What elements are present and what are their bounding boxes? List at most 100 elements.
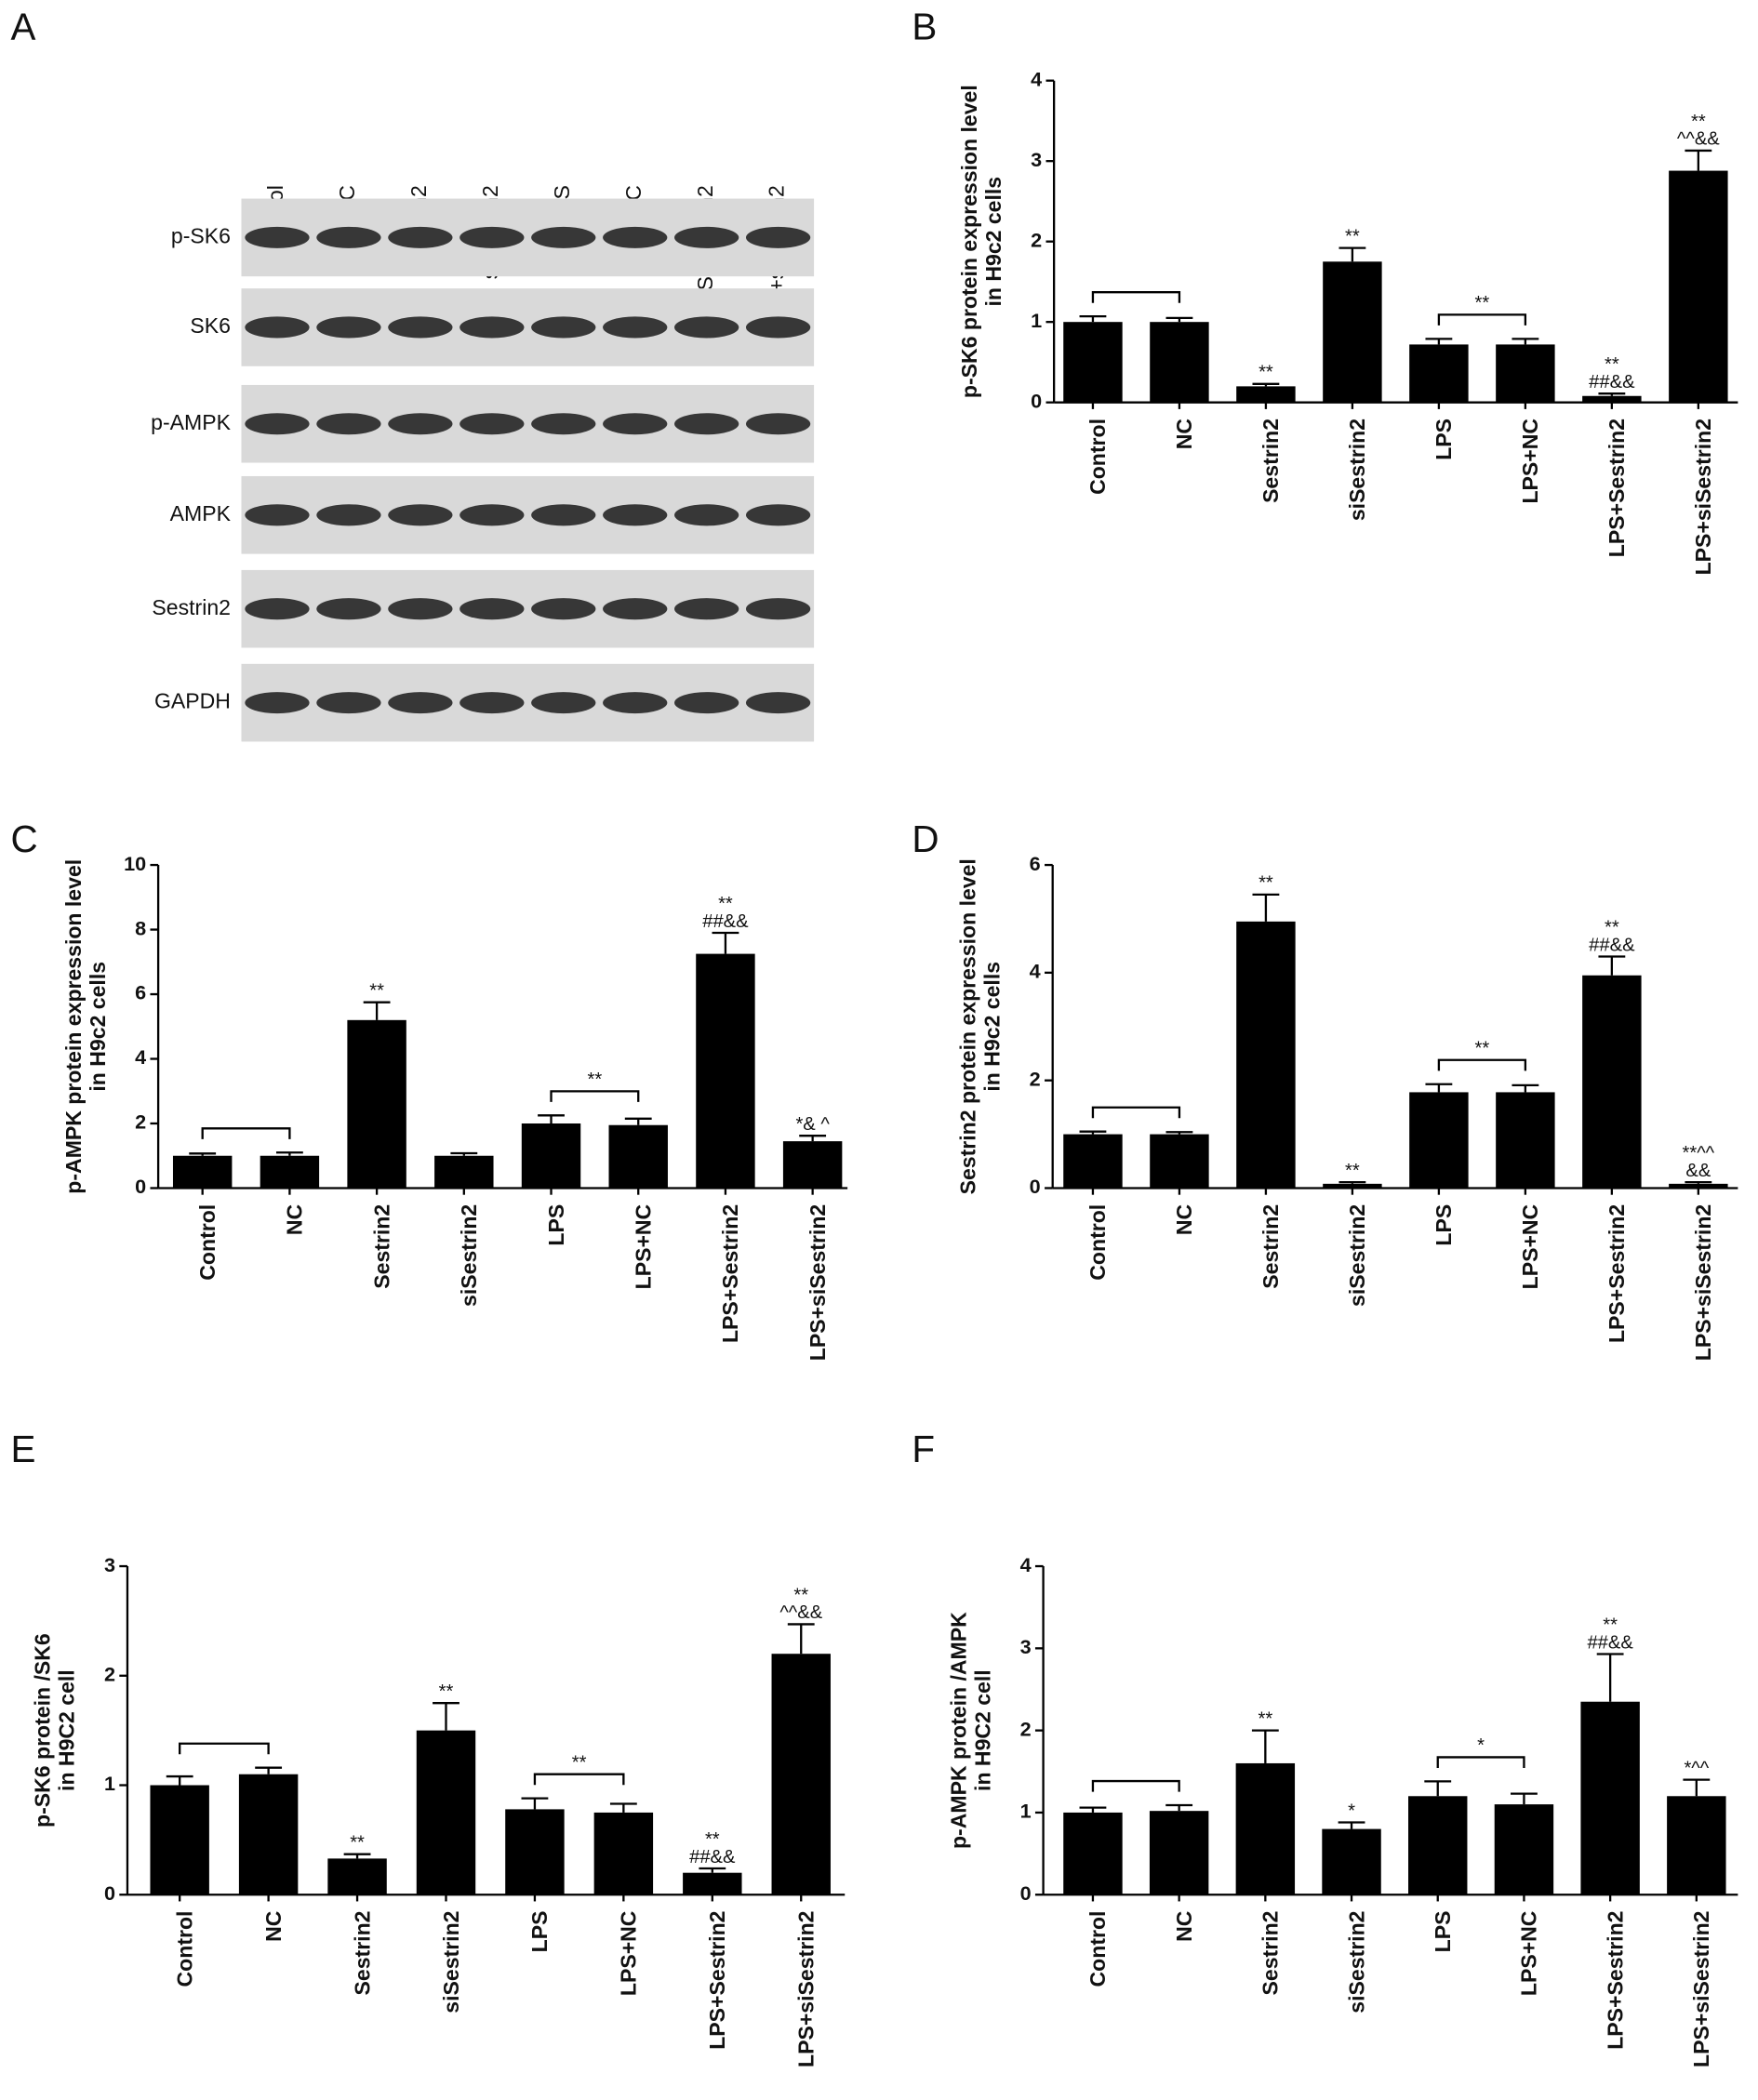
y-tick-label: 6 [1030,852,1041,875]
significance-label: ** [1605,918,1619,938]
bar [505,1809,565,1895]
x-tick-label: LPS+Sestrin2 [705,1911,729,2050]
comparison-bracket [1091,291,1181,303]
bar [593,1812,654,1895]
blot-band [674,598,739,620]
blot-band [674,316,739,339]
x-tick-label: LPS+Sestrin2 [1605,419,1629,557]
y-axis-label: p-AMPK protein expression level [61,859,86,1194]
row-label: p-SK6 [171,223,231,247]
significance-label: ##&& [1589,935,1635,955]
blot-band [316,413,381,435]
y-axis-label: in H9c2 cells [979,962,1004,1092]
bar [1582,975,1642,1189]
y-tick-label: 8 [135,916,146,939]
panel-label: E [11,1428,36,1470]
y-tick-label: 3 [104,1553,115,1576]
y-tick-label: 0 [1020,1881,1032,1905]
x-tick-label: siSestrin2 [1345,419,1369,521]
x-tick-label: NC [283,1203,307,1235]
x-tick-label: LPS [1432,1204,1456,1246]
y-axis-label: Sestrin2 protein expression level [955,858,979,1194]
bar [238,1774,299,1895]
y-tick-label: 0 [135,1175,146,1198]
comparison-bracket [1437,313,1527,326]
significance-label: ^^&& [1677,129,1720,150]
x-tick-label: NC [261,1910,286,1942]
x-tick-label: LPS [1432,419,1456,460]
x-tick-label: LPS+siSestrin2 [794,1911,819,2067]
bar [608,1124,668,1189]
blot-band [245,598,310,620]
x-tick-label: Sestrin2 [1259,1911,1283,1996]
y-axis-label: p-SK6 protein expression level [957,85,981,398]
blot-band [603,413,668,435]
blot-band [459,226,525,248]
bar [1496,1092,1555,1189]
bar [1063,1134,1123,1189]
blot-band [459,692,525,714]
x-tick-label: LPS+NC [617,1910,641,1996]
blot-band [316,692,381,714]
y-tick-label: 6 [135,981,146,1004]
x-tick-label: LPS [1431,1911,1455,1953]
bar [347,1019,406,1189]
x-tick-label: NC [1172,1910,1196,1942]
blot-band [674,692,739,714]
blot-band [388,413,453,435]
bar [1323,1183,1382,1189]
y-axis-label: in H9C2 cell [55,1669,79,1791]
bar [1669,1183,1728,1189]
bar [696,953,755,1189]
significance-label: ##&& [702,911,749,932]
significance-label: * [1348,1801,1355,1821]
significance-label: ** [369,981,384,1002]
significance-label: *& ^ [795,1114,830,1135]
row-label: AMPK [170,501,232,525]
significance-label: ** [350,1832,365,1853]
y-tick-label: 1 [1031,309,1042,332]
bar [1322,1828,1381,1895]
row-label: GAPDH [154,689,231,713]
x-tick-label: Control [1085,419,1110,495]
x-tick-label: NC [1172,1203,1196,1235]
x-tick-label: siSestrin2 [1345,1204,1369,1307]
blot-band [459,316,525,339]
bar [1150,322,1209,403]
bar [1235,1762,1296,1895]
y-tick-label: 3 [1031,148,1042,171]
bar [521,1123,581,1189]
blot-band [745,504,811,526]
y-tick-label: 2 [104,1662,115,1685]
x-tick-label: LPS+Sestrin2 [1603,1911,1627,2050]
blot-band [531,316,596,339]
blot-band [388,226,453,248]
comparison-bracket [1437,1058,1527,1071]
x-tick-label: siSestrin2 [457,1204,481,1307]
blot-band [316,316,381,339]
comparison-bracket [533,1773,625,1786]
bracket-label: ** [1475,293,1490,313]
x-tick-label: LPS+siSestrin2 [1691,1204,1715,1361]
significance-label: ** [439,1681,454,1702]
bar [1063,322,1123,403]
y-tick-label: 1 [104,1772,115,1795]
bar [1409,1092,1469,1189]
blot-band [674,504,739,526]
bar [1063,1812,1123,1895]
blot-band [603,598,668,620]
blot-band [603,316,668,339]
significance-label: ** [705,1829,720,1850]
blot-band [388,316,453,339]
significance-label: && [1685,1161,1711,1181]
blot-band [316,598,381,620]
x-tick-label: LPS+siSestrin2 [1691,419,1715,575]
blot-band [745,692,811,714]
significance-label: ** [1258,1708,1272,1729]
blot-band [245,413,310,435]
bar [1408,1796,1468,1895]
blot-band [459,413,525,435]
x-tick-label: LPS+Sestrin2 [1605,1204,1629,1343]
significance-label: ** [1691,112,1706,132]
blot-band [745,316,811,339]
